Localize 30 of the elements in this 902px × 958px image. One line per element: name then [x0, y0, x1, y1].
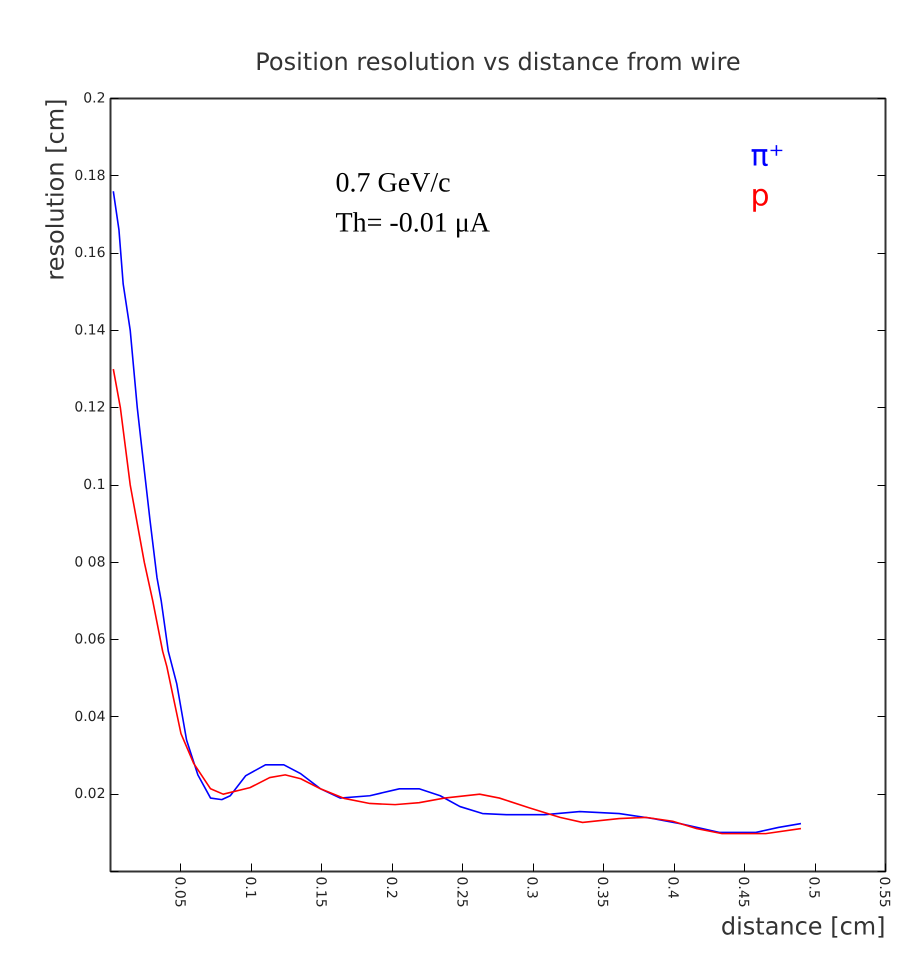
chart-title: Position resolution vs distance from wire [255, 48, 741, 76]
y-tick-label: 0 08 [74, 554, 106, 570]
y-tick-label: 0.2 [83, 90, 106, 106]
x-tick-label: 0.35 [594, 876, 610, 908]
y-tick-label: 0.12 [74, 400, 106, 416]
x-tick-label: 0.5 [806, 876, 822, 899]
x-tick-label: 0.55 [876, 876, 892, 908]
annotation: Th= -0.01 μA [336, 208, 491, 238]
y-tick-label: 0.14 [74, 322, 106, 338]
x-tick-label: 0.2 [382, 876, 399, 899]
x-tick-label: 0.4 [664, 876, 681, 899]
y-tick-label: 0.16 [74, 245, 106, 262]
line-series [112, 190, 802, 834]
x-tick-label: 0.15 [312, 876, 328, 908]
x-tick-label: 0.25 [453, 876, 470, 908]
annotation: 0.7 GeV/c [336, 168, 451, 198]
y-tick-label: 0.02 [74, 786, 106, 802]
x-tick-label: 0.3 [524, 876, 540, 899]
x-axis-title: distance [cm] [720, 912, 886, 940]
x-tick-label: 0.05 [171, 876, 188, 908]
y-tick-label: 0.1 [83, 477, 106, 493]
x-tick-label: 0.1 [242, 876, 258, 899]
y-tick-label: 0.06 [74, 632, 106, 648]
text: π⁺ [750, 138, 784, 174]
line-series [112, 368, 802, 834]
y-axis-title: resolution [cm] [42, 98, 70, 281]
y-tick-label: 0.04 [74, 708, 106, 725]
x-tick-label: 0.45 [735, 876, 752, 908]
y-tick-label: 0.18 [74, 168, 106, 184]
text: p [750, 178, 770, 214]
